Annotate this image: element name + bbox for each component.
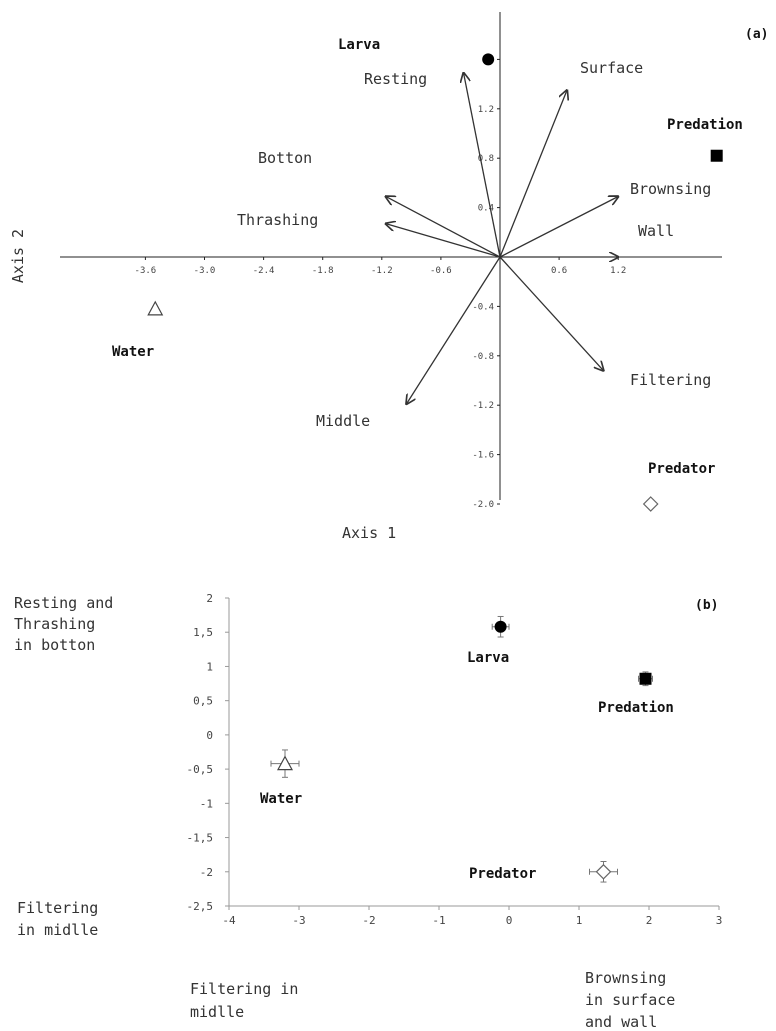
vector-middle [406,256,501,404]
x-right-annotation-line: in surface [585,991,675,1009]
x-axis-title: Axis 1 [342,524,396,542]
y-tick-label: -0.4 [472,302,494,312]
y-tick-label: 1,5 [193,626,213,639]
point-label-water: Water [260,791,302,807]
x-tick-label: -1.8 [312,266,334,276]
point-larva [482,53,495,66]
x-tick-label: 1.2 [610,266,626,276]
vector-label-resting: Resting [364,70,427,88]
y-tick-label: 0,5 [193,695,213,708]
y-top-annotation-line: in botton [14,636,95,654]
y-tick-label: -1,5 [187,832,214,845]
x-right-annotation-line: and wall [585,1013,657,1031]
y-tick-label: 0.8 [478,154,494,164]
y-tick-label: -1.2 [472,401,494,411]
vector-label-wall: Wall [638,222,674,240]
scatter-panel-b: -4 -3 -2 -1 0 1 2 3 2 1,5 1 0,5 0 -0,5 -1 -1,5 -2 -2,5 Lar… [14,592,722,1031]
x-tick-label: -2.4 [253,266,275,276]
point-label-predation: Predation [598,700,674,716]
x-tick-label: 2 [646,914,653,927]
vector-brownsing [499,196,618,258]
vector-filtering [499,256,603,371]
y-bottom-annotation-line: in midlle [17,921,98,939]
point-label-larva: Larva [467,650,509,666]
x-tick-label: -3 [292,914,305,927]
y-tick-label: 0.4 [478,204,494,214]
point-label-predation: Predation [667,117,743,133]
y-axis-title: Axis 2 [9,229,27,283]
y-tick-label: 0 [206,729,213,742]
y-tick-label: 1 [206,660,213,673]
y-bottom-annotation-line: Filtering [17,899,98,917]
x-left-annotation-line: Filtering in [190,980,298,998]
x-tick-label: -2 [362,914,375,927]
x-tick-label: -4 [222,914,236,927]
y-tick-label: -2 [200,866,213,879]
point-predator [642,496,659,512]
y-tick-label: -0,5 [187,763,214,776]
vector-label-botton: Botton [258,149,312,167]
vector-label-brownsing: Brownsing [630,180,711,198]
vector-thrashing [386,224,501,258]
point-label-water: Water [112,344,154,360]
point-predator [595,863,612,880]
x-tick-label: 0.6 [551,266,567,276]
point-label-predator: Predator [648,461,715,477]
x-tick-label: 0 [506,914,513,927]
y-tick-label: -1 [200,797,213,810]
x-tick-label: -1.2 [371,266,393,276]
y-top-annotation-line: Resting and [14,594,113,612]
y-tick-label: -2,5 [187,900,214,913]
point-larva [494,620,507,633]
vector-label-filtering: Filtering [630,371,711,389]
point-predation [710,149,723,162]
x-tick-label: -0.6 [430,266,452,276]
x-tick-label: 1 [576,914,583,927]
panel-label-a: (a) [745,27,768,42]
y-tick-label: 1.2 [478,105,494,115]
y-tick-label: 2 [206,592,213,605]
y-tick-label: -2.0 [472,500,494,510]
x-right-annotation-line: Brownsing [585,969,666,987]
point-label-larva: Larva [338,37,380,53]
vector-label-surface: Surface [580,59,643,77]
x-left-annotation-line: midlle [190,1003,244,1021]
x-tick-label: -3.0 [194,266,216,276]
y-tick-label: -1.6 [472,451,494,461]
y-top-annotation-line: Thrashing [14,615,95,633]
point-predation [639,672,652,685]
vector-label-middle: Middle [316,412,370,430]
x-tick-label: 3 [716,914,723,927]
x-tick-label: -1 [432,914,445,927]
x-tick-label: -3.6 [135,266,157,276]
vector-resting [464,73,501,258]
panel-label-b: (b) [695,598,718,613]
y-tick-label: -0.8 [472,352,494,362]
vector-botton [386,196,501,258]
biplot-panel-a: -3.6-3.0-2.4-1.8-1.2-0.60.61.211.20.80.4… [9,12,768,542]
point-label-predator: Predator [469,866,536,882]
point-water [147,300,164,316]
vector-surface [499,90,567,258]
point-water [276,755,294,771]
vector-label-thrashing: Thrashing [237,211,318,229]
